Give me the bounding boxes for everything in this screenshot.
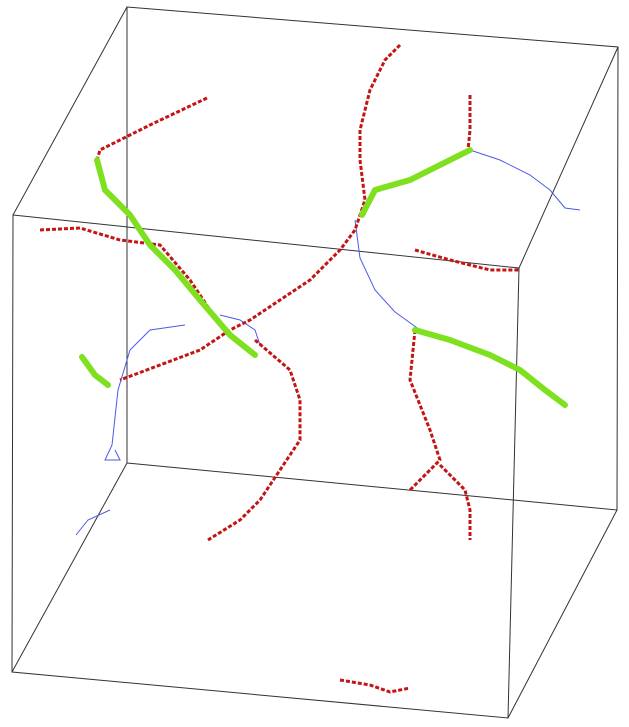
red-path bbox=[119, 43, 402, 382]
cube-edge bbox=[12, 6, 128, 216]
blue-path bbox=[75, 509, 111, 536]
blue-path bbox=[354, 219, 421, 331]
cube-back-face bbox=[126, 6, 619, 511]
blue-paths bbox=[75, 149, 581, 536]
red-path bbox=[39, 226, 227, 331]
red-path bbox=[414, 248, 520, 272]
green-path bbox=[79, 354, 111, 388]
red-path bbox=[408, 329, 442, 492]
red-path bbox=[438, 463, 472, 540]
cube-edges bbox=[11, 6, 619, 719]
red-path bbox=[466, 95, 472, 151]
green-path bbox=[94, 157, 258, 358]
cube-edge bbox=[11, 462, 128, 673]
red-path bbox=[95, 96, 208, 161]
cube-edge bbox=[507, 509, 618, 719]
cube-edge bbox=[518, 46, 619, 269]
red-path bbox=[207, 338, 302, 542]
red-paths bbox=[39, 43, 520, 694]
blue-path bbox=[104, 324, 186, 461]
blue-path bbox=[219, 314, 261, 346]
red-path bbox=[339, 678, 411, 694]
blue-path bbox=[469, 149, 581, 211]
green-path bbox=[412, 327, 568, 408]
green-paths bbox=[79, 147, 568, 408]
green-path bbox=[359, 147, 473, 218]
